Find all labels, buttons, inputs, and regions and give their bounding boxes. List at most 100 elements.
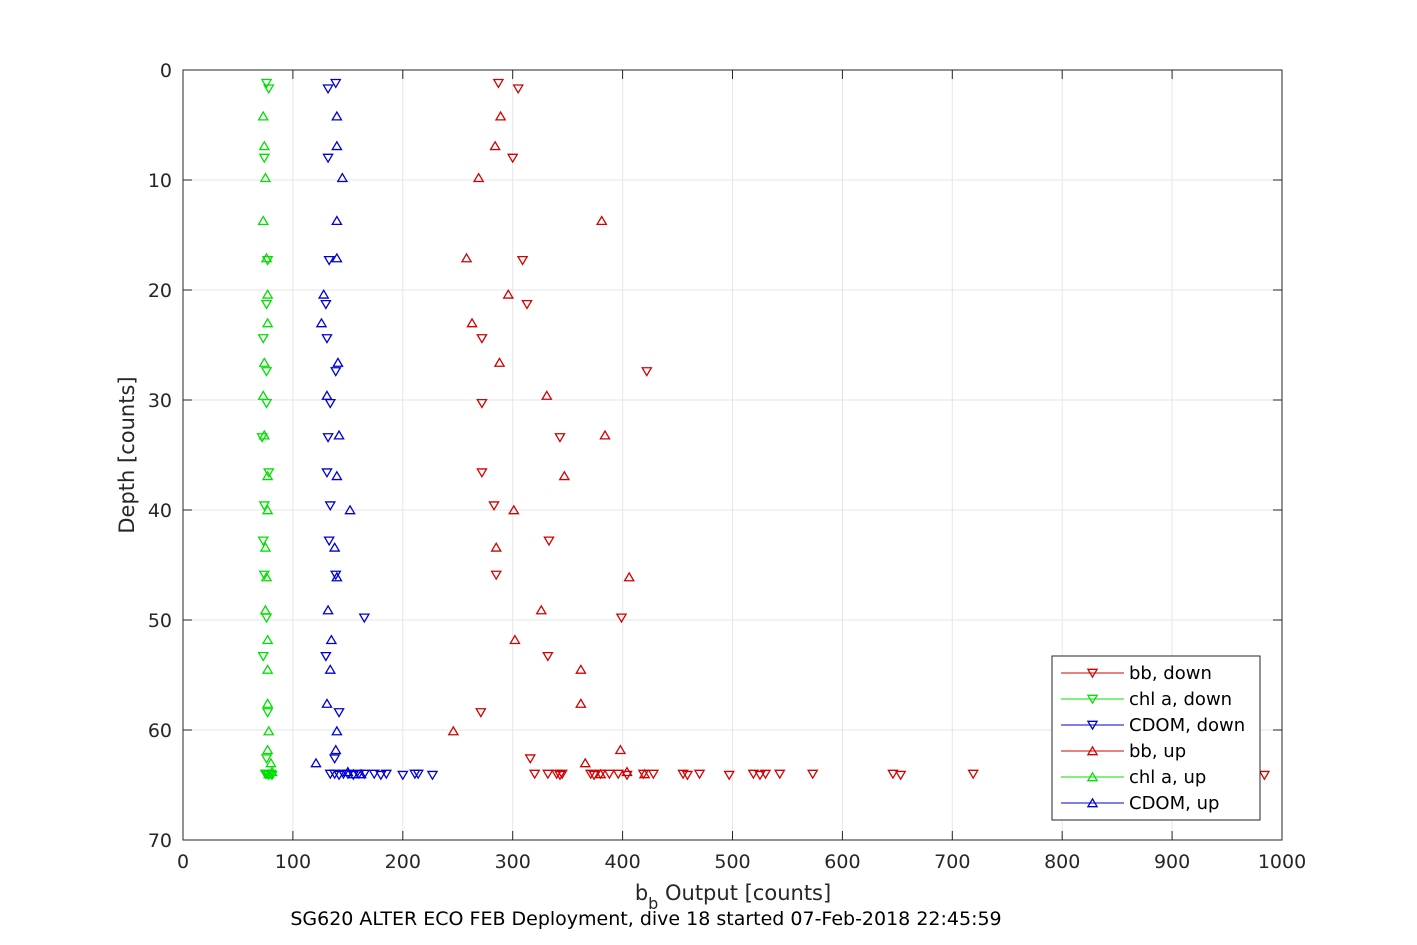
data-point — [535, 604, 548, 615]
data-point — [262, 84, 275, 95]
legend-item: bb, up — [1061, 741, 1186, 762]
legend-item: CDOM, down — [1061, 715, 1245, 736]
y-axis-label: Depth [counts] — [115, 376, 139, 533]
legend-item: chl a, down — [1061, 689, 1232, 710]
data-point — [475, 708, 487, 718]
x-axis-label-subscript: b — [648, 894, 658, 913]
data-series — [256, 78, 1271, 781]
data-point — [320, 299, 332, 310]
data-point — [472, 172, 485, 183]
data-point — [258, 429, 271, 440]
data-point — [258, 357, 271, 367]
data-point — [512, 84, 524, 95]
y-tick-label: 70 — [148, 830, 172, 852]
data-point — [257, 651, 269, 662]
data-point — [323, 536, 335, 547]
data-point — [328, 541, 341, 552]
data-point — [490, 570, 502, 581]
data-point — [375, 770, 387, 781]
data-point — [257, 215, 269, 226]
data-point — [677, 769, 689, 780]
data-point — [328, 754, 341, 765]
data-point — [647, 769, 660, 780]
series-3 — [447, 110, 651, 779]
data-point — [315, 317, 328, 328]
data-point — [1258, 770, 1271, 781]
data-point — [543, 536, 555, 547]
legend-label: CDOM, down — [1129, 715, 1245, 736]
data-point — [528, 769, 541, 780]
data-point — [324, 664, 337, 674]
data-point — [259, 172, 272, 183]
data-point — [330, 367, 342, 377]
data-point — [502, 288, 515, 299]
data-point — [488, 501, 500, 512]
legend-item: bb, down — [1061, 663, 1212, 684]
data-point — [328, 769, 341, 780]
y-tick-label: 30 — [148, 390, 172, 412]
data-point — [575, 698, 587, 708]
x-tick-label: 0 — [177, 851, 189, 873]
data-point — [774, 769, 786, 780]
data-point — [257, 110, 269, 121]
data-point — [490, 541, 502, 552]
data-point — [476, 334, 488, 344]
data-point — [258, 501, 271, 512]
y-axis-ticks: 0 10 20 30 40 50 60 70 — [148, 60, 1282, 852]
data-point — [524, 754, 537, 765]
series-4 — [257, 110, 278, 779]
data-point — [347, 768, 360, 779]
data-point — [331, 725, 343, 736]
data-point — [324, 501, 337, 512]
series-0 — [475, 78, 1271, 781]
legend-marker — [1086, 720, 1099, 731]
data-point — [615, 613, 628, 624]
figure-caption: SG620 ALTER ECO FEB Deployment, dive 18 … — [290, 908, 1001, 930]
data-point — [260, 754, 273, 765]
data-point — [595, 215, 608, 226]
data-point — [321, 468, 333, 479]
x-tick-label: 900 — [1154, 851, 1190, 873]
legend-label: bb, up — [1129, 741, 1186, 762]
data-point — [476, 398, 488, 409]
data-point — [258, 140, 271, 151]
x-tick-label: 200 — [385, 851, 421, 873]
data-point — [355, 768, 367, 779]
data-point — [258, 570, 271, 581]
data-point — [261, 698, 274, 708]
x-axis-label-rest: Output [counts] — [658, 881, 831, 905]
data-point — [754, 770, 766, 781]
data-point — [412, 769, 424, 780]
data-point — [261, 634, 274, 645]
x-tick-label: 400 — [604, 851, 640, 873]
x-tick-label: 700 — [934, 851, 970, 873]
data-point — [358, 613, 371, 624]
data-point — [322, 84, 334, 95]
data-point — [554, 770, 566, 781]
y-tick-label: 0 — [160, 60, 172, 82]
data-point — [556, 769, 568, 780]
data-point — [331, 110, 343, 121]
data-point — [747, 769, 760, 780]
data-point — [261, 744, 274, 755]
data-point — [516, 255, 529, 266]
data-point — [261, 470, 274, 481]
data-point — [310, 757, 322, 768]
data-point — [262, 768, 275, 779]
legend-label: chl a, up — [1129, 767, 1206, 788]
y-tick-label: 10 — [148, 170, 172, 192]
data-point — [693, 769, 706, 780]
data-point — [967, 769, 979, 780]
data-point — [257, 334, 269, 344]
data-point — [322, 153, 334, 164]
data-point — [258, 153, 271, 164]
data-point — [723, 770, 735, 781]
legend-marker — [1086, 668, 1099, 679]
data-point — [575, 664, 587, 674]
data-point — [317, 288, 330, 299]
data-point — [259, 541, 272, 552]
data-point — [332, 357, 344, 367]
legend-label: CDOM, up — [1129, 793, 1219, 814]
data-point — [489, 140, 501, 151]
